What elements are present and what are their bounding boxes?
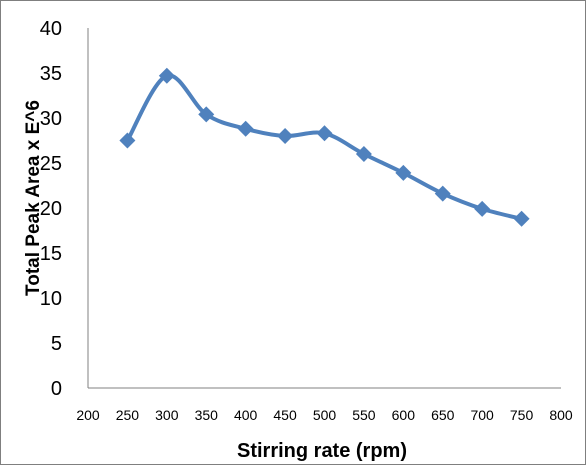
x-tick-label: 450 bbox=[273, 407, 297, 423]
x-tick-label: 600 bbox=[392, 407, 416, 423]
y-tick-label: 15 bbox=[40, 243, 62, 265]
x-tick-label: 200 bbox=[76, 407, 100, 423]
y-tick-label: 40 bbox=[40, 18, 62, 40]
data-point-marker bbox=[237, 120, 254, 137]
x-tick-label: 300 bbox=[155, 407, 179, 423]
y-tick-label: 0 bbox=[51, 378, 62, 400]
y-tick-label: 10 bbox=[40, 288, 62, 310]
data-point-marker bbox=[119, 132, 136, 149]
x-tick-labels: 200 250 300 350 400 450 500 550 600 650 700 750 800 bbox=[76, 407, 573, 423]
x-tick-label: 350 bbox=[195, 407, 219, 423]
data-point-marker bbox=[474, 200, 491, 217]
axes bbox=[87, 28, 561, 389]
x-tick-label: 400 bbox=[234, 407, 258, 423]
series-markers bbox=[119, 67, 530, 227]
y-tick-label: 35 bbox=[40, 63, 62, 85]
data-point-marker bbox=[434, 185, 451, 202]
y-tick-label: 25 bbox=[40, 153, 62, 175]
x-tick-label: 550 bbox=[352, 407, 376, 423]
y-axis-title: Total Peak Area x E^6 bbox=[23, 100, 44, 296]
x-axis-title: Stirring rate (rpm) bbox=[237, 440, 407, 462]
x-tick-label: 700 bbox=[470, 407, 494, 423]
data-point-marker bbox=[198, 106, 215, 123]
y-tick-labels: 0 5 10 15 20 25 30 35 40 bbox=[40, 18, 62, 400]
y-tick-label: 5 bbox=[51, 333, 62, 355]
y-tick-label: 20 bbox=[40, 198, 62, 220]
data-point-marker bbox=[355, 146, 372, 162]
data-point-marker bbox=[277, 128, 294, 144]
x-tick-label: 500 bbox=[313, 407, 337, 423]
series-line bbox=[125, 73, 524, 221]
data-point-marker bbox=[158, 67, 175, 84]
data-point-marker bbox=[316, 125, 333, 142]
data-point-marker bbox=[395, 164, 412, 181]
y-tick-label: 30 bbox=[40, 108, 62, 130]
data-point-marker bbox=[513, 210, 530, 227]
x-tick-label: 800 bbox=[549, 407, 573, 423]
x-tick-label: 750 bbox=[510, 407, 534, 423]
x-tick-label: 250 bbox=[116, 407, 140, 423]
x-tick-label: 650 bbox=[431, 407, 455, 423]
